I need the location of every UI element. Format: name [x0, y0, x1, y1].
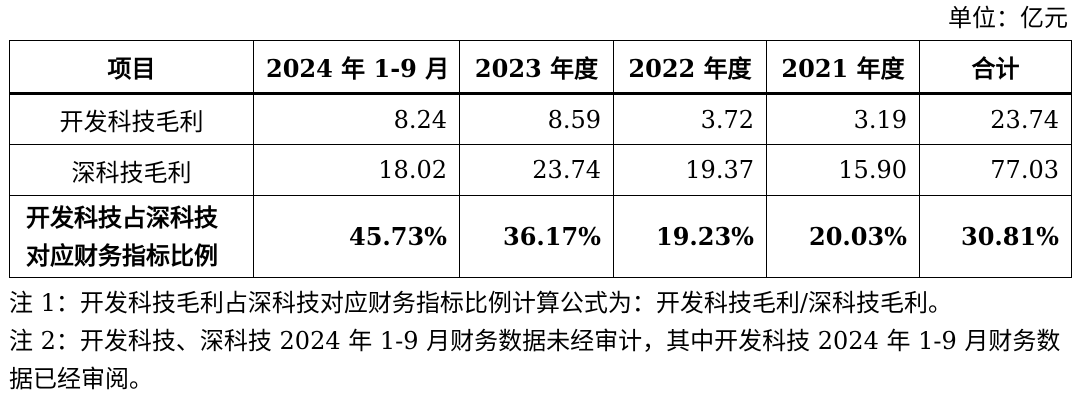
cell-value: 20.03%: [766, 195, 920, 278]
footnotes: 注 1：开发科技毛利占深科技对应财务指标比例计算公式为：开发科技毛利/深科技毛利…: [9, 284, 1071, 398]
cell-value: 18.02: [253, 144, 460, 196]
cell-value: 15.90: [766, 144, 920, 196]
row-label: 开发科技占深科技 对应财务指标比例: [9, 195, 254, 278]
cell-value: 19.23%: [613, 195, 767, 278]
cell-value: 77.03: [919, 144, 1072, 196]
cell-value: 3.72: [613, 93, 767, 145]
cell-value: 45.73%: [253, 195, 460, 278]
header-2023: 2023 年度: [459, 40, 614, 94]
table-row: 深科技毛利 18.02 23.74 19.37 15.90 77.03: [9, 144, 1072, 196]
table-row: 开发科技占深科技 对应财务指标比例 45.73% 36.17% 19.23% 20…: [9, 195, 1072, 278]
row-label: 深科技毛利: [9, 144, 254, 196]
header-item: 项目: [9, 40, 254, 94]
footnote-1: 注 1：开发科技毛利占深科技对应财务指标比例计算公式为：开发科技毛利/深科技毛利…: [9, 289, 952, 317]
cell-value: 19.37: [613, 144, 767, 196]
header-2021: 2021 年度: [766, 40, 920, 94]
row-label-line-1: 开发科技占深科技: [26, 202, 218, 232]
cell-value: 8.59: [459, 93, 614, 145]
cell-value: 8.24: [253, 93, 460, 145]
row-label-line-2: 对应财务指标比例: [26, 240, 218, 270]
table-row: 开发科技毛利 8.24 8.59 3.72 3.19 23.74: [9, 93, 1072, 145]
unit-label: 单位：亿元: [948, 4, 1068, 32]
cell-value: 3.19: [766, 93, 920, 145]
cell-value: 23.74: [919, 93, 1072, 145]
row-label: 开发科技毛利: [9, 93, 254, 145]
footnote-2: 注 2：开发科技、深科技 2024 年 1-9 月财务数据未经审计，其中开发科技…: [9, 327, 1061, 393]
header-total: 合计: [919, 40, 1072, 94]
cell-value: 36.17%: [459, 195, 614, 278]
cell-value: 23.74: [459, 144, 614, 196]
financial-table: 项目 2024 年 1-9 月 2023 年度 2022 年度 2021 年度 …: [9, 40, 1072, 278]
header-2022: 2022 年度: [613, 40, 767, 94]
table-header-row: 项目 2024 年 1-9 月 2023 年度 2022 年度 2021 年度 …: [9, 40, 1072, 94]
header-2024-jan-sep: 2024 年 1-9 月: [253, 40, 460, 94]
cell-value: 30.81%: [919, 195, 1072, 278]
